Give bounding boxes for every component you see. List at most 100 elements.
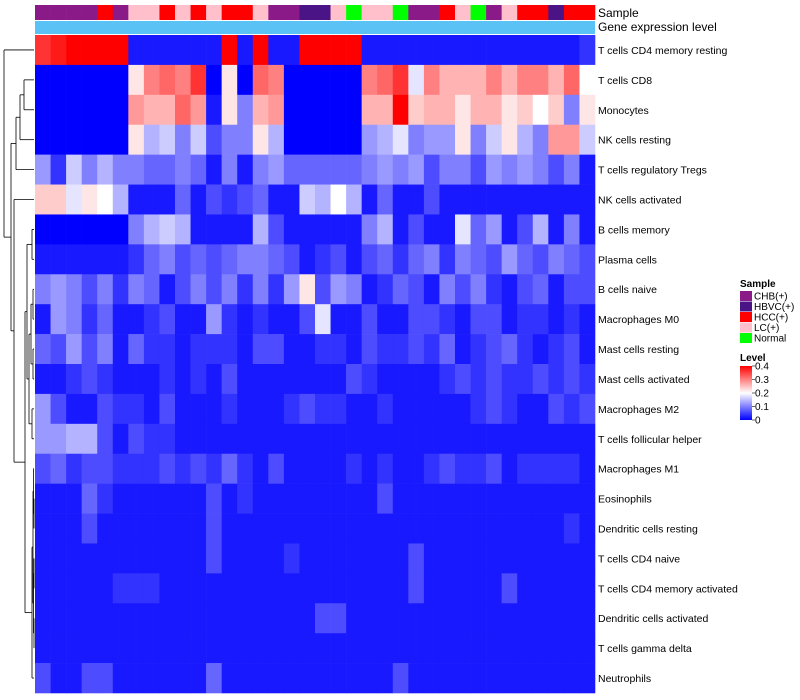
heatmap-cell	[486, 603, 502, 634]
heatmap-cell	[143, 154, 160, 185]
heatmap-cell	[486, 184, 502, 215]
heatmap-cell	[486, 483, 502, 514]
heatmap-cell	[486, 35, 502, 66]
heatmap-cell	[190, 393, 207, 425]
heatmap-cell	[486, 513, 502, 544]
heatmap-cell	[455, 124, 471, 155]
heatmap-cell	[35, 573, 51, 604]
heatmap-cell	[532, 513, 549, 544]
heatmap-cell	[112, 423, 129, 455]
legend-label: HCC(+)	[754, 313, 788, 324]
heatmap-cell	[408, 573, 425, 604]
heatmap-cell	[175, 423, 191, 455]
heatmap-cell	[579, 214, 596, 245]
heatmap-cell	[377, 124, 394, 155]
heatmap-cell	[501, 334, 518, 365]
heatmap-cell	[50, 423, 67, 455]
heatmap-cell	[283, 483, 300, 514]
heatmap-cell	[377, 543, 394, 574]
heatmap-cell	[377, 423, 394, 455]
legend-tick-label: 0.2	[755, 389, 769, 400]
heatmap-cell	[579, 94, 596, 126]
heatmap-cell	[532, 184, 549, 215]
heatmap-cell	[315, 124, 331, 155]
heatmap-cell	[501, 184, 518, 215]
heatmap-cell	[423, 543, 440, 574]
heatmap-cell	[143, 423, 160, 455]
row-label: Mast cells activated	[598, 374, 690, 386]
heatmap-cell	[455, 633, 471, 664]
heatmap-cell	[563, 603, 580, 634]
heatmap-cell	[206, 364, 222, 395]
row-label: T cells CD4 memory activated	[598, 583, 738, 595]
heatmap-cell	[190, 364, 207, 395]
row-label: T cells CD4 naive	[598, 553, 680, 565]
heatmap-cell	[143, 124, 160, 155]
heatmap-cell	[81, 94, 98, 126]
heatmap-cell	[315, 453, 331, 484]
heatmap-cell	[143, 64, 160, 96]
heatmap-cell	[112, 214, 129, 245]
heatmap-cell	[81, 453, 98, 484]
sample-annotation-cell	[66, 5, 82, 20]
heatmap-cell	[330, 513, 347, 544]
heatmap-cell	[283, 244, 300, 275]
heatmap-cell	[548, 124, 565, 155]
sample-annotation-cell	[175, 5, 191, 20]
heatmap-cell	[143, 244, 160, 275]
heatmap-cell	[315, 274, 331, 305]
heatmap-cell	[330, 274, 347, 305]
heatmap-cell	[190, 423, 207, 455]
heatmap-cell	[330, 214, 347, 245]
heatmap-cell	[548, 64, 565, 96]
sample-annotation-cell	[315, 5, 331, 20]
heatmap-cell	[159, 64, 176, 96]
heatmap-cell	[221, 663, 238, 694]
heatmap-cell	[455, 573, 471, 604]
heatmap-cell	[408, 64, 425, 96]
heatmap-cell	[97, 483, 114, 514]
heatmap-cell	[563, 633, 580, 664]
heatmap-cell	[392, 64, 409, 96]
heatmap-cell	[299, 35, 316, 66]
sample-annotation-cell	[501, 5, 518, 20]
sample-annotation-cell	[563, 5, 580, 20]
heatmap-cell	[361, 214, 378, 245]
heatmap-cell	[299, 603, 316, 634]
heatmap-cell	[517, 304, 534, 335]
heatmap-cell	[252, 124, 269, 155]
sample-annotation-cell	[35, 5, 51, 20]
heatmap-cell	[470, 423, 487, 455]
heatmap-cell	[501, 214, 518, 245]
heatmap-cell	[190, 35, 207, 66]
heatmap-cell	[439, 364, 456, 395]
heatmap-cell	[517, 483, 534, 514]
heatmap-cell	[252, 214, 269, 245]
heatmap-cell	[392, 573, 409, 604]
heatmap-cell	[50, 453, 67, 484]
heatmap-cell	[159, 393, 176, 425]
heatmap-cell	[35, 393, 51, 425]
heatmap-cell	[112, 274, 129, 305]
heatmap-cell	[455, 453, 471, 484]
heatmap-cell	[470, 453, 487, 484]
heatmap-cell	[35, 453, 51, 484]
heatmap-cell	[361, 154, 378, 185]
heatmap-cell	[455, 543, 471, 574]
heatmap-cell	[579, 64, 596, 96]
heatmap-cell	[579, 453, 596, 484]
heatmap-cell	[159, 244, 176, 275]
heatmap-cell	[206, 184, 222, 215]
heatmap-cell	[563, 35, 580, 66]
heatmap-cell	[35, 513, 51, 544]
heatmap-cell	[35, 423, 51, 455]
heatmap-cell	[315, 364, 331, 395]
heatmap-cell	[206, 304, 222, 335]
heatmap-cell	[486, 64, 502, 96]
heatmap-cell	[81, 35, 98, 66]
heatmap-cell	[283, 214, 300, 245]
heatmap-cell	[97, 453, 114, 484]
heatmap-cell	[455, 35, 471, 66]
heatmap-cell	[237, 94, 254, 126]
heatmap-cell	[128, 184, 145, 215]
